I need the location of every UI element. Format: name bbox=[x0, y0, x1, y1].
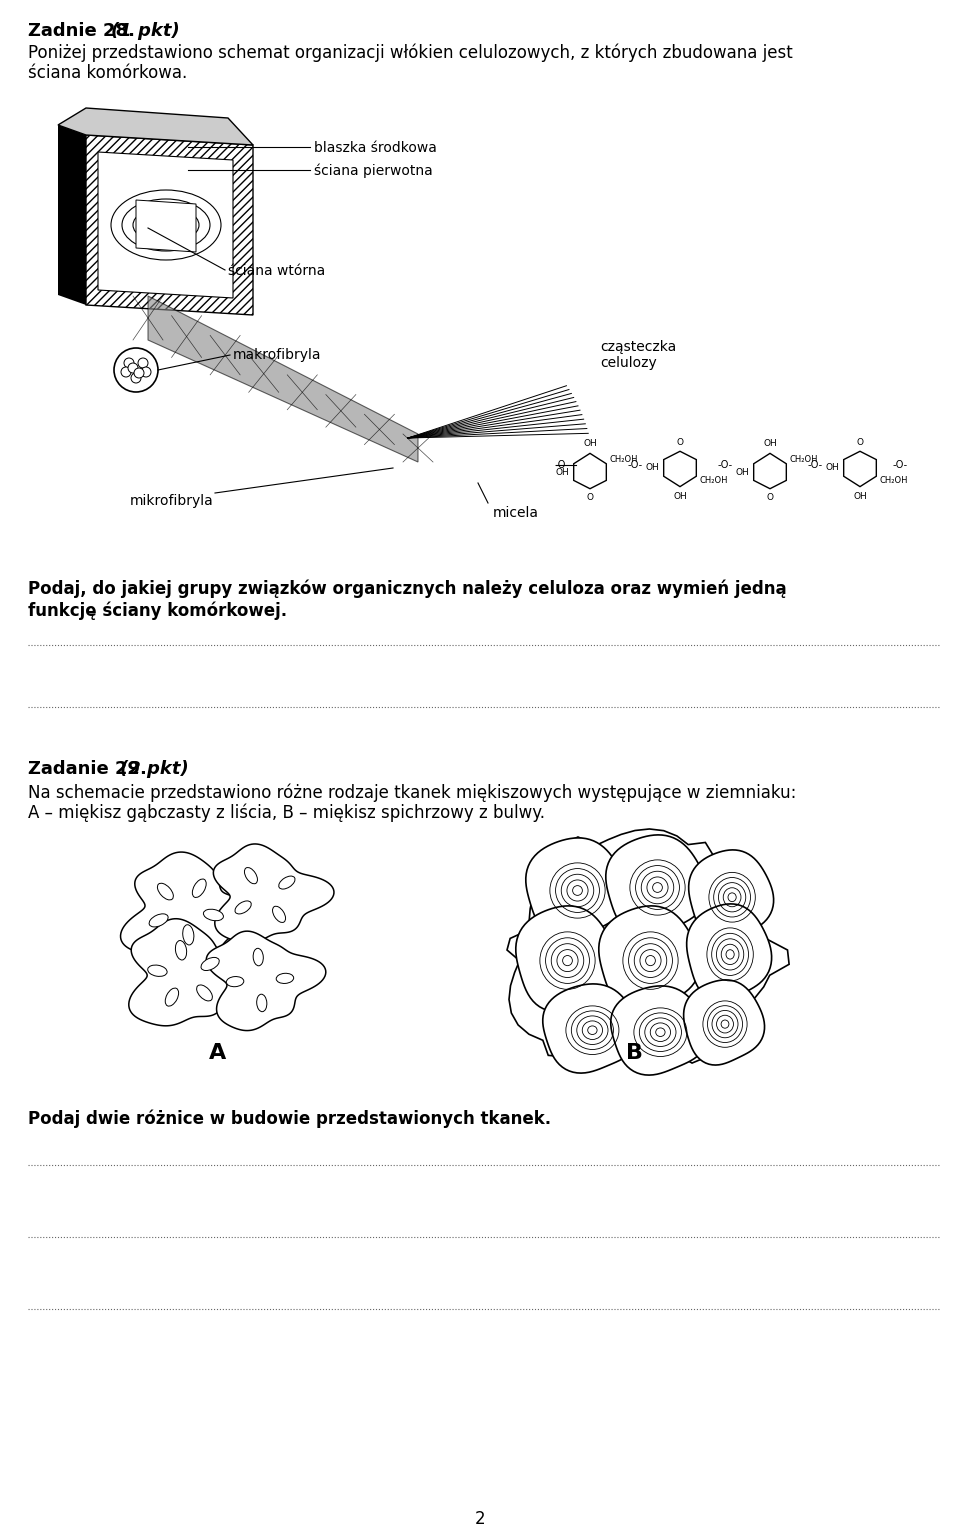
Polygon shape bbox=[688, 850, 774, 941]
Text: 2: 2 bbox=[474, 1509, 486, 1528]
Ellipse shape bbox=[273, 907, 285, 922]
Polygon shape bbox=[148, 297, 418, 463]
Ellipse shape bbox=[245, 867, 257, 884]
Polygon shape bbox=[121, 851, 260, 956]
Text: B: B bbox=[627, 1044, 643, 1064]
Polygon shape bbox=[542, 984, 640, 1073]
Text: CH₂OH: CH₂OH bbox=[699, 476, 728, 484]
Text: OH: OH bbox=[673, 492, 686, 501]
Text: blaszka środkowa: blaszka środkowa bbox=[314, 141, 437, 155]
Text: Zadanie 29.: Zadanie 29. bbox=[28, 759, 154, 778]
Circle shape bbox=[141, 367, 151, 377]
Text: CH₂OH: CH₂OH bbox=[879, 476, 907, 484]
Text: ściana pierwotna: ściana pierwotna bbox=[314, 164, 433, 178]
Circle shape bbox=[134, 367, 144, 378]
Text: O: O bbox=[856, 438, 863, 447]
Text: A: A bbox=[209, 1044, 227, 1064]
Ellipse shape bbox=[182, 925, 194, 945]
Ellipse shape bbox=[176, 941, 186, 961]
Text: -O-: -O- bbox=[717, 460, 732, 470]
Ellipse shape bbox=[235, 901, 252, 915]
Text: O: O bbox=[677, 438, 684, 447]
Text: makrofibryla: makrofibryla bbox=[233, 347, 322, 363]
Text: -O-: -O- bbox=[628, 460, 642, 470]
Text: Poniżej przedstawiono schemat organizacji włókien celulozowych, z których zbudow: Poniżej przedstawiono schemat organizacj… bbox=[28, 45, 793, 63]
Polygon shape bbox=[844, 452, 876, 487]
Polygon shape bbox=[98, 152, 233, 298]
Polygon shape bbox=[507, 828, 789, 1064]
Text: Zadnie 28.: Zadnie 28. bbox=[28, 22, 141, 40]
Circle shape bbox=[128, 363, 138, 373]
Ellipse shape bbox=[276, 973, 294, 984]
Polygon shape bbox=[58, 124, 86, 304]
Ellipse shape bbox=[227, 976, 244, 987]
Ellipse shape bbox=[253, 948, 263, 965]
Text: OH: OH bbox=[583, 440, 597, 449]
Polygon shape bbox=[136, 200, 196, 252]
Polygon shape bbox=[684, 981, 764, 1065]
Ellipse shape bbox=[148, 965, 167, 976]
Polygon shape bbox=[86, 135, 253, 315]
Text: -O-: -O- bbox=[807, 460, 823, 470]
Text: OH: OH bbox=[736, 467, 750, 476]
Ellipse shape bbox=[192, 879, 206, 898]
Ellipse shape bbox=[201, 958, 219, 970]
Text: Podaj, do jakiej grupy związków organicznych należy celuloza oraz wymień jedną: Podaj, do jakiej grupy związków organicz… bbox=[28, 579, 786, 598]
Ellipse shape bbox=[157, 884, 174, 901]
Ellipse shape bbox=[204, 910, 224, 921]
Text: O: O bbox=[587, 493, 593, 503]
Polygon shape bbox=[663, 452, 696, 487]
Text: OH: OH bbox=[646, 464, 660, 472]
Polygon shape bbox=[754, 453, 786, 489]
Ellipse shape bbox=[256, 994, 267, 1011]
Text: CH₂OH: CH₂OH bbox=[789, 455, 818, 464]
Text: O: O bbox=[766, 493, 774, 503]
Polygon shape bbox=[129, 919, 259, 1025]
Text: CH₂OH: CH₂OH bbox=[609, 455, 637, 464]
Text: OH: OH bbox=[853, 492, 867, 501]
Polygon shape bbox=[606, 835, 707, 936]
Text: ściana komórkowa.: ściana komórkowa. bbox=[28, 65, 187, 81]
Circle shape bbox=[138, 358, 148, 367]
Text: micela: micela bbox=[493, 506, 539, 520]
Text: funkcję ściany komórkowej.: funkcję ściany komórkowej. bbox=[28, 603, 287, 621]
Polygon shape bbox=[516, 905, 617, 1011]
Text: Podaj dwie różnice w budowie przedstawionych tkanek.: Podaj dwie różnice w budowie przedstawio… bbox=[28, 1110, 551, 1128]
Polygon shape bbox=[213, 844, 334, 944]
Text: Na schemacie przedstawiono różne rodzaje tkanek miękiszowych występujące w ziemn: Na schemacie przedstawiono różne rodzaje… bbox=[28, 784, 797, 802]
Text: -O-: -O- bbox=[555, 460, 569, 470]
Text: (1 pkt): (1 pkt) bbox=[111, 22, 180, 40]
Circle shape bbox=[131, 373, 141, 383]
Polygon shape bbox=[574, 453, 607, 489]
Polygon shape bbox=[206, 931, 325, 1031]
Circle shape bbox=[114, 347, 158, 392]
Text: celulozy: celulozy bbox=[600, 357, 657, 370]
Polygon shape bbox=[58, 108, 253, 144]
Ellipse shape bbox=[149, 915, 168, 927]
Text: OH: OH bbox=[763, 440, 777, 449]
Text: ściana wtórna: ściana wtórna bbox=[228, 264, 325, 278]
Circle shape bbox=[124, 358, 134, 367]
Ellipse shape bbox=[197, 985, 212, 1001]
Circle shape bbox=[121, 367, 131, 377]
Text: (2 pkt): (2 pkt) bbox=[120, 759, 189, 778]
Text: mikrofibryla: mikrofibryla bbox=[130, 493, 214, 509]
Text: OH: OH bbox=[556, 467, 569, 476]
Ellipse shape bbox=[165, 988, 179, 1007]
Text: OH: OH bbox=[826, 464, 840, 472]
Text: -O-: -O- bbox=[893, 460, 908, 470]
Polygon shape bbox=[526, 838, 627, 939]
Text: A – miękisz gąbczasty z liścia, B – miękisz spichrzowy z bulwy.: A – miękisz gąbczasty z liścia, B – mięk… bbox=[28, 804, 545, 822]
Polygon shape bbox=[611, 985, 708, 1074]
Text: cząsteczka: cząsteczka bbox=[600, 340, 676, 354]
Polygon shape bbox=[686, 904, 772, 1001]
Polygon shape bbox=[599, 905, 700, 1011]
Ellipse shape bbox=[278, 876, 295, 888]
